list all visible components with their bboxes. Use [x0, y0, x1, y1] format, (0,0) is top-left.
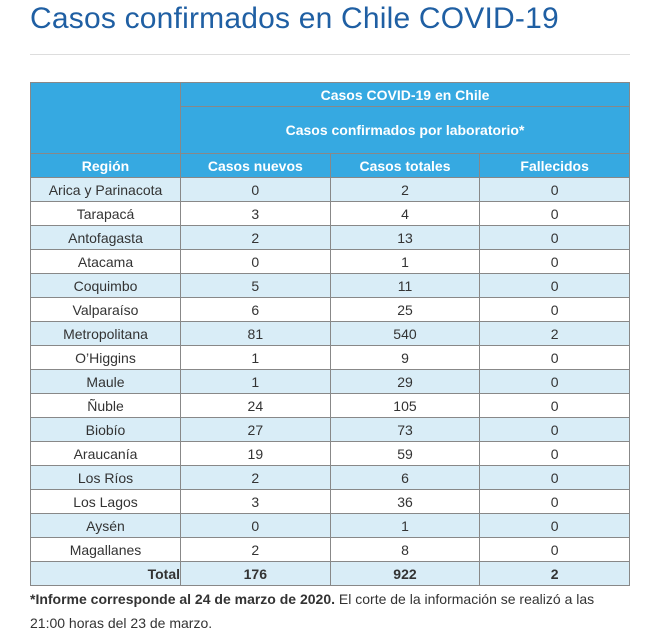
group-header: Casos COVID-19 en Chile — [180, 82, 630, 107]
new-cases-cell: 19 — [180, 441, 331, 466]
footnote: *Informe corresponde al 24 de marzo de 2… — [30, 587, 630, 635]
table-row: Araucanía 19 59 0 — [30, 441, 630, 466]
column-header-new-cases: Casos nuevos — [180, 153, 331, 178]
region-cell: Ñuble — [30, 393, 181, 418]
table-row: Aysén 0 1 0 — [30, 513, 630, 538]
new-cases-cell: 1 — [180, 369, 331, 394]
total-cases-cell: 105 — [329, 393, 481, 418]
region-cell: Metropolitana — [30, 321, 181, 346]
total-cases-cell: 29 — [329, 369, 481, 394]
column-header-region: Región — [30, 153, 181, 178]
new-cases-cell: 3 — [180, 201, 331, 226]
covid-cases-table: Casos COVID-19 en Chile Casos confirmado… — [30, 82, 630, 586]
total-cases-cell: 1 — [329, 249, 481, 274]
total-cases-cell: 73 — [329, 417, 481, 442]
region-cell: Tarapacá — [30, 201, 181, 226]
column-header-total-cases: Casos totales — [329, 153, 481, 178]
deaths-cell: 0 — [479, 537, 630, 562]
footnote-text: El corte de la información se realizó a … — [30, 591, 595, 631]
region-cell: Coquimbo — [30, 273, 181, 298]
divider — [30, 54, 630, 55]
empty-header — [30, 82, 181, 154]
deaths-cell: 0 — [479, 369, 630, 394]
deaths-cell: 0 — [479, 297, 630, 322]
table-row: Biobío 27 73 0 — [30, 417, 630, 442]
new-cases-cell: 6 — [180, 297, 331, 322]
new-cases-cell: 2 — [180, 465, 331, 490]
table-row: Los Ríos 2 6 0 — [30, 465, 630, 490]
region-cell: Araucanía — [30, 441, 181, 466]
page-title: Casos confirmados en Chile COVID-19 — [30, 2, 559, 35]
deaths-cell: 0 — [479, 201, 630, 226]
deaths-cell: 0 — [479, 465, 630, 490]
new-cases-cell: 5 — [180, 273, 331, 298]
region-cell: Biobío — [30, 417, 181, 442]
deaths-cell: 0 — [479, 441, 630, 466]
total-cases-cell: 36 — [329, 489, 481, 514]
total-cases-cell: 2 — [329, 177, 481, 202]
new-cases-cell: 1 — [180, 345, 331, 370]
total-cases-cell: 9 — [329, 345, 481, 370]
new-cases-cell: 27 — [180, 417, 331, 442]
deaths-cell: 2 — [479, 321, 630, 346]
deaths-cell: 0 — [479, 249, 630, 274]
table-row: Valparaíso 6 25 0 — [30, 297, 630, 322]
total-cases-cell: 6 — [329, 465, 481, 490]
region-cell: Arica y Parinacota — [30, 177, 181, 202]
region-cell: Atacama — [30, 249, 181, 274]
region-cell: Magallanes — [30, 537, 181, 562]
deaths-cell: 0 — [479, 513, 630, 538]
deaths-cell: 0 — [479, 177, 630, 202]
new-cases-cell: 3 — [180, 489, 331, 514]
region-cell: Valparaíso — [30, 297, 181, 322]
total-label: Total — [30, 561, 181, 586]
deaths-cell: 0 — [479, 417, 630, 442]
new-cases-cell: 2 — [180, 537, 331, 562]
total-cases-cell: 4 — [329, 201, 481, 226]
table-row: Tarapacá 3 4 0 — [30, 201, 630, 226]
new-cases-cell: 0 — [180, 249, 331, 274]
table-row: Atacama 0 1 0 — [30, 249, 630, 274]
table-row: O’Higgins 1 9 0 — [30, 345, 630, 370]
new-cases-cell: 0 — [180, 177, 331, 202]
total-cases-cell: 1 — [329, 513, 481, 538]
footnote-bold: *Informe corresponde al 24 de marzo de 2… — [30, 591, 336, 607]
total-row: Total 176 922 2 — [30, 561, 630, 586]
region-cell: Aysén — [30, 513, 181, 538]
total-cases-cell: 540 — [329, 321, 481, 346]
region-cell: Los Lagos — [30, 489, 181, 514]
deaths-cell: 0 — [479, 225, 630, 250]
region-cell: Maule — [30, 369, 181, 394]
total-cases-cell: 8 — [329, 537, 481, 562]
new-cases-cell: 24 — [180, 393, 331, 418]
table-row: Metropolitana 81 540 2 — [30, 321, 630, 346]
total-cases-cell: 25 — [329, 297, 481, 322]
new-cases-cell: 81 — [180, 321, 331, 346]
region-cell: Los Ríos — [30, 465, 181, 490]
table-row: Ñuble 24 105 0 — [30, 393, 630, 418]
deaths-cell: 0 — [479, 273, 630, 298]
deaths-cell: 0 — [479, 489, 630, 514]
region-cell: Antofagasta — [30, 225, 181, 250]
deaths-cell: 0 — [479, 393, 630, 418]
total-cases-cell: 13 — [329, 225, 481, 250]
total-cases: 922 — [329, 561, 481, 586]
new-cases-cell: 0 — [180, 513, 331, 538]
table-row: Magallanes 2 8 0 — [30, 537, 630, 562]
table-row: Antofagasta 2 13 0 — [30, 225, 630, 250]
total-cases-cell: 59 — [329, 441, 481, 466]
table-row: Los Lagos 3 36 0 — [30, 489, 630, 514]
total-new-cases: 176 — [180, 561, 331, 586]
table-row: Coquimbo 5 11 0 — [30, 273, 630, 298]
table-row: Maule 1 29 0 — [30, 369, 630, 394]
total-deaths: 2 — [479, 561, 630, 586]
total-cases-cell: 11 — [329, 273, 481, 298]
column-header-deaths: Fallecidos — [479, 153, 630, 178]
sub-header: Casos confirmados por laboratorio* — [180, 106, 630, 154]
deaths-cell: 0 — [479, 345, 630, 370]
new-cases-cell: 2 — [180, 225, 331, 250]
table-row: Arica y Parinacota 0 2 0 — [30, 177, 630, 202]
region-cell: O’Higgins — [30, 345, 181, 370]
